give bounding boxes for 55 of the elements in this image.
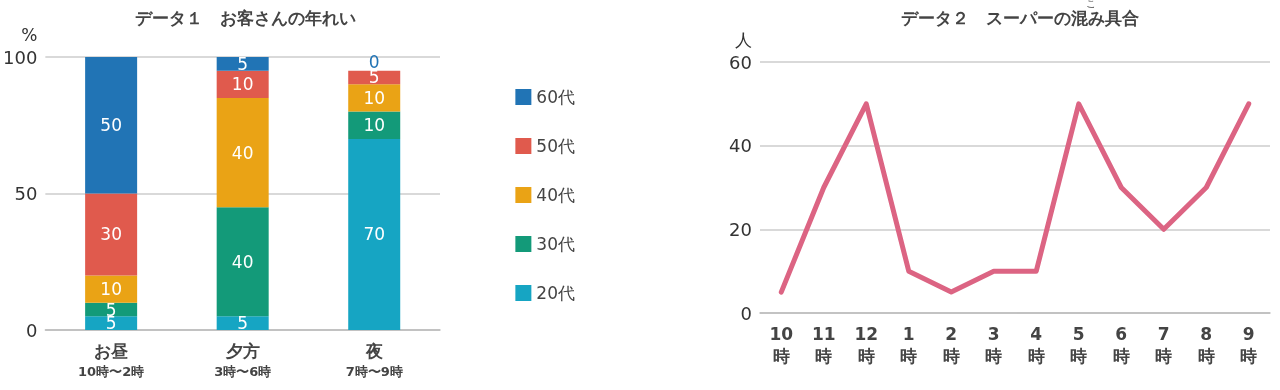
x-tick-label: 1 時 [900,324,918,366]
x-tick-label: 2 時 [942,324,960,366]
x-tick-label: 11 時 [811,324,836,366]
y-tick-label: 0 [25,319,38,341]
y-tick-label: 20 [729,218,752,240]
bar [348,84,401,112]
data-label: 10 [231,74,254,95]
data-label: 70 [363,224,386,245]
data-label: 40 [231,142,254,163]
y-axis-title: % [21,24,38,45]
legend-label: 30代 [536,234,576,254]
data-label: 10 [363,87,386,108]
y-tick-label: 40 [729,135,752,157]
bar [348,111,401,139]
y-tick-label: 0 [740,302,752,324]
legend-label: 20代 [536,283,576,303]
bar [85,275,138,303]
x-tick-label: 3 時 [985,324,1003,366]
bar [85,193,138,276]
x-tick-label: 5 時 [1070,324,1088,366]
text: こ [1086,0,1096,9]
bar [85,57,138,194]
data-label: 10 [100,279,122,300]
bar [216,97,269,208]
data-label: 5 [368,67,380,88]
bar [85,316,138,330]
x-tick-label: 夜 7時〜9時 [345,341,403,379]
y-tick-label: 60 [729,51,752,73]
chart-title: データ１ お客さんの年れい [134,7,356,28]
data-label: 5 [237,313,249,334]
x-tick-label: 8 時 [1197,324,1215,366]
x-tick-label: 12 時 [854,324,879,366]
bar [216,57,269,71]
data-label: 10 [363,115,386,136]
bar [216,316,269,330]
data-label: 50 [100,115,122,136]
data-label: 5 [237,53,249,74]
x-tick-label: 10 時 [769,324,794,366]
x-tick-label: 7 時 [1155,324,1173,366]
bar [216,207,269,317]
x-tick-label: 9 時 [1240,324,1258,366]
legend-label: 60代 [536,87,576,107]
bar [348,138,401,330]
x-tick-label: 夕方 3時〜6時 [214,341,272,379]
data-label: 30 [100,224,122,245]
y-tick-label: 50 [14,183,38,204]
x-tick-label: お昼 10時〜2時 [78,341,145,379]
data-label: 40 [231,251,254,272]
chart-title: データ２ スーパーの混み具合 [901,7,1139,28]
x-tick-label: 4 時 [1027,324,1045,366]
y-tick-label: 100 [3,46,38,68]
x-tick-label: 6 時 [1112,324,1130,366]
y-axis-title: 人 [735,29,752,50]
legend-label: 50代 [536,136,576,156]
legend-label: 40代 [536,185,576,205]
